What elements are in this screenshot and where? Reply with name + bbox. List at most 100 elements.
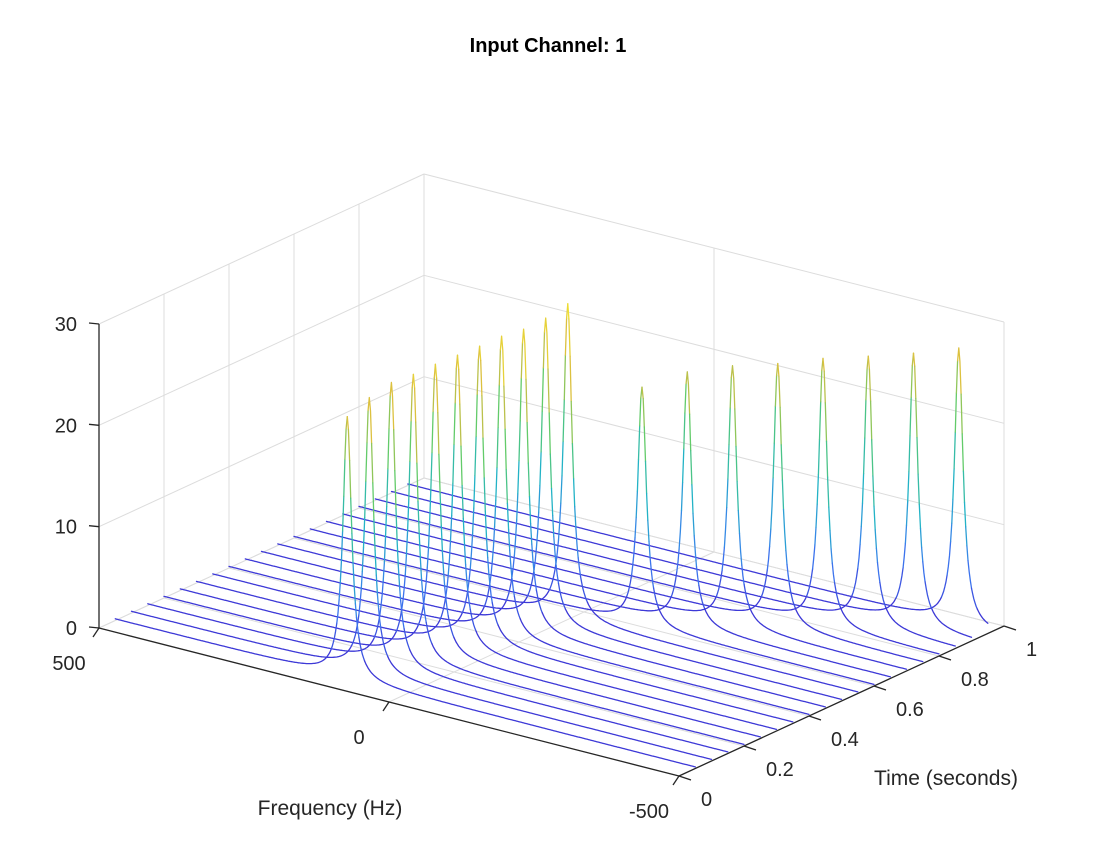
trace-segment — [325, 520, 717, 612]
trace-segment — [788, 583, 796, 609]
trace-segment — [561, 440, 564, 477]
trace-segment — [976, 608, 989, 624]
y-tick-label: 0.4 — [831, 729, 859, 751]
trace-segment — [738, 532, 743, 566]
trace-segment — [422, 593, 427, 624]
trace-segment — [511, 578, 516, 597]
spectrum-trace — [147, 381, 729, 753]
spectrum-trace — [212, 345, 794, 723]
trace-segment — [372, 482, 375, 521]
trace-segment — [956, 347, 962, 395]
trace-segment — [951, 498, 954, 524]
trace-segment — [676, 548, 680, 573]
trace-segment — [439, 595, 447, 621]
trace-segment — [521, 328, 527, 380]
trace-segment — [487, 556, 491, 587]
trace-segment — [439, 492, 442, 527]
spectrum-trace — [293, 386, 875, 686]
trace-segment — [467, 567, 471, 590]
z-tick-mark — [88, 525, 100, 528]
y-axis-line — [678, 625, 1005, 777]
trace-segment — [839, 606, 940, 655]
trace-segment — [495, 466, 498, 501]
spectrum-trace — [195, 354, 778, 731]
trace-segment — [919, 528, 923, 548]
trace-segment — [579, 575, 589, 604]
trace-segment — [398, 584, 402, 601]
trace-segment — [884, 606, 956, 647]
trace-segment — [212, 573, 463, 628]
trace-segment — [366, 409, 369, 443]
trace-segment — [526, 568, 535, 598]
trace-segment — [496, 426, 499, 468]
trace-segment — [399, 599, 405, 630]
trace-segment — [469, 608, 477, 632]
trace-segment — [395, 608, 403, 633]
trace-segment — [358, 505, 808, 611]
trace-segment — [413, 387, 417, 423]
trace-segment — [648, 540, 651, 559]
trace-segment — [730, 365, 736, 410]
z-tick-label: 20 — [55, 415, 77, 437]
trace-segment — [374, 498, 853, 611]
trace-segment — [538, 484, 541, 513]
trace-segment — [518, 420, 521, 462]
trace-segment — [952, 468, 955, 500]
trace-segment — [474, 435, 477, 477]
trace-segment — [497, 624, 794, 723]
trace-segment — [552, 514, 555, 538]
trace-segment — [774, 374, 778, 407]
trace-segment — [637, 425, 641, 461]
trace-segment — [657, 606, 875, 686]
trace-segment — [572, 478, 576, 508]
trace-segment — [427, 522, 431, 549]
trace-segment — [963, 501, 967, 528]
trace-segment — [425, 621, 433, 645]
trace-segment — [829, 530, 832, 550]
trace-segment — [539, 451, 542, 487]
trace-segment — [541, 612, 826, 708]
trace-segment — [460, 445, 463, 487]
trace-segment — [471, 507, 475, 535]
chart-title: Input Channel: 1 — [470, 35, 627, 57]
trace-segment — [690, 450, 693, 486]
trace-segment — [540, 410, 543, 453]
trace-segment — [924, 581, 933, 611]
trace-segment — [535, 511, 540, 549]
trace-segment — [811, 544, 816, 570]
trace-segment — [491, 602, 499, 626]
trace-segment — [347, 428, 351, 462]
spectrum-trace — [260, 317, 843, 701]
trace-segment — [704, 608, 891, 678]
trace-segment — [480, 359, 483, 397]
trace-segment — [895, 567, 904, 599]
grid-line — [98, 173, 425, 325]
trace-segment — [370, 442, 374, 484]
trace-segment — [953, 431, 956, 470]
trace-segment — [511, 554, 516, 578]
trace-segment — [364, 480, 367, 519]
trace-segment — [768, 528, 772, 548]
z-tick-label: 0 — [66, 618, 77, 640]
trace-segment — [649, 557, 655, 589]
trace-segment — [277, 543, 550, 604]
trace-segment — [871, 439, 874, 477]
trace-segment — [770, 477, 774, 530]
trace-segment — [815, 503, 818, 528]
trace-segment — [859, 525, 862, 545]
trace-segment — [567, 303, 570, 320]
trace-segment — [562, 398, 565, 442]
trace-segment — [970, 587, 978, 610]
trace-segment — [818, 401, 822, 441]
trace-segment — [550, 487, 554, 517]
trace-segment — [780, 444, 784, 481]
trace-segment — [575, 527, 579, 559]
trace-segment — [864, 399, 867, 439]
trace-segment — [826, 476, 830, 508]
trace-segment — [456, 354, 460, 370]
trace-segment — [384, 505, 388, 539]
trace-segment — [417, 501, 420, 535]
trace-segment — [358, 589, 362, 616]
trace-segment — [786, 563, 791, 585]
